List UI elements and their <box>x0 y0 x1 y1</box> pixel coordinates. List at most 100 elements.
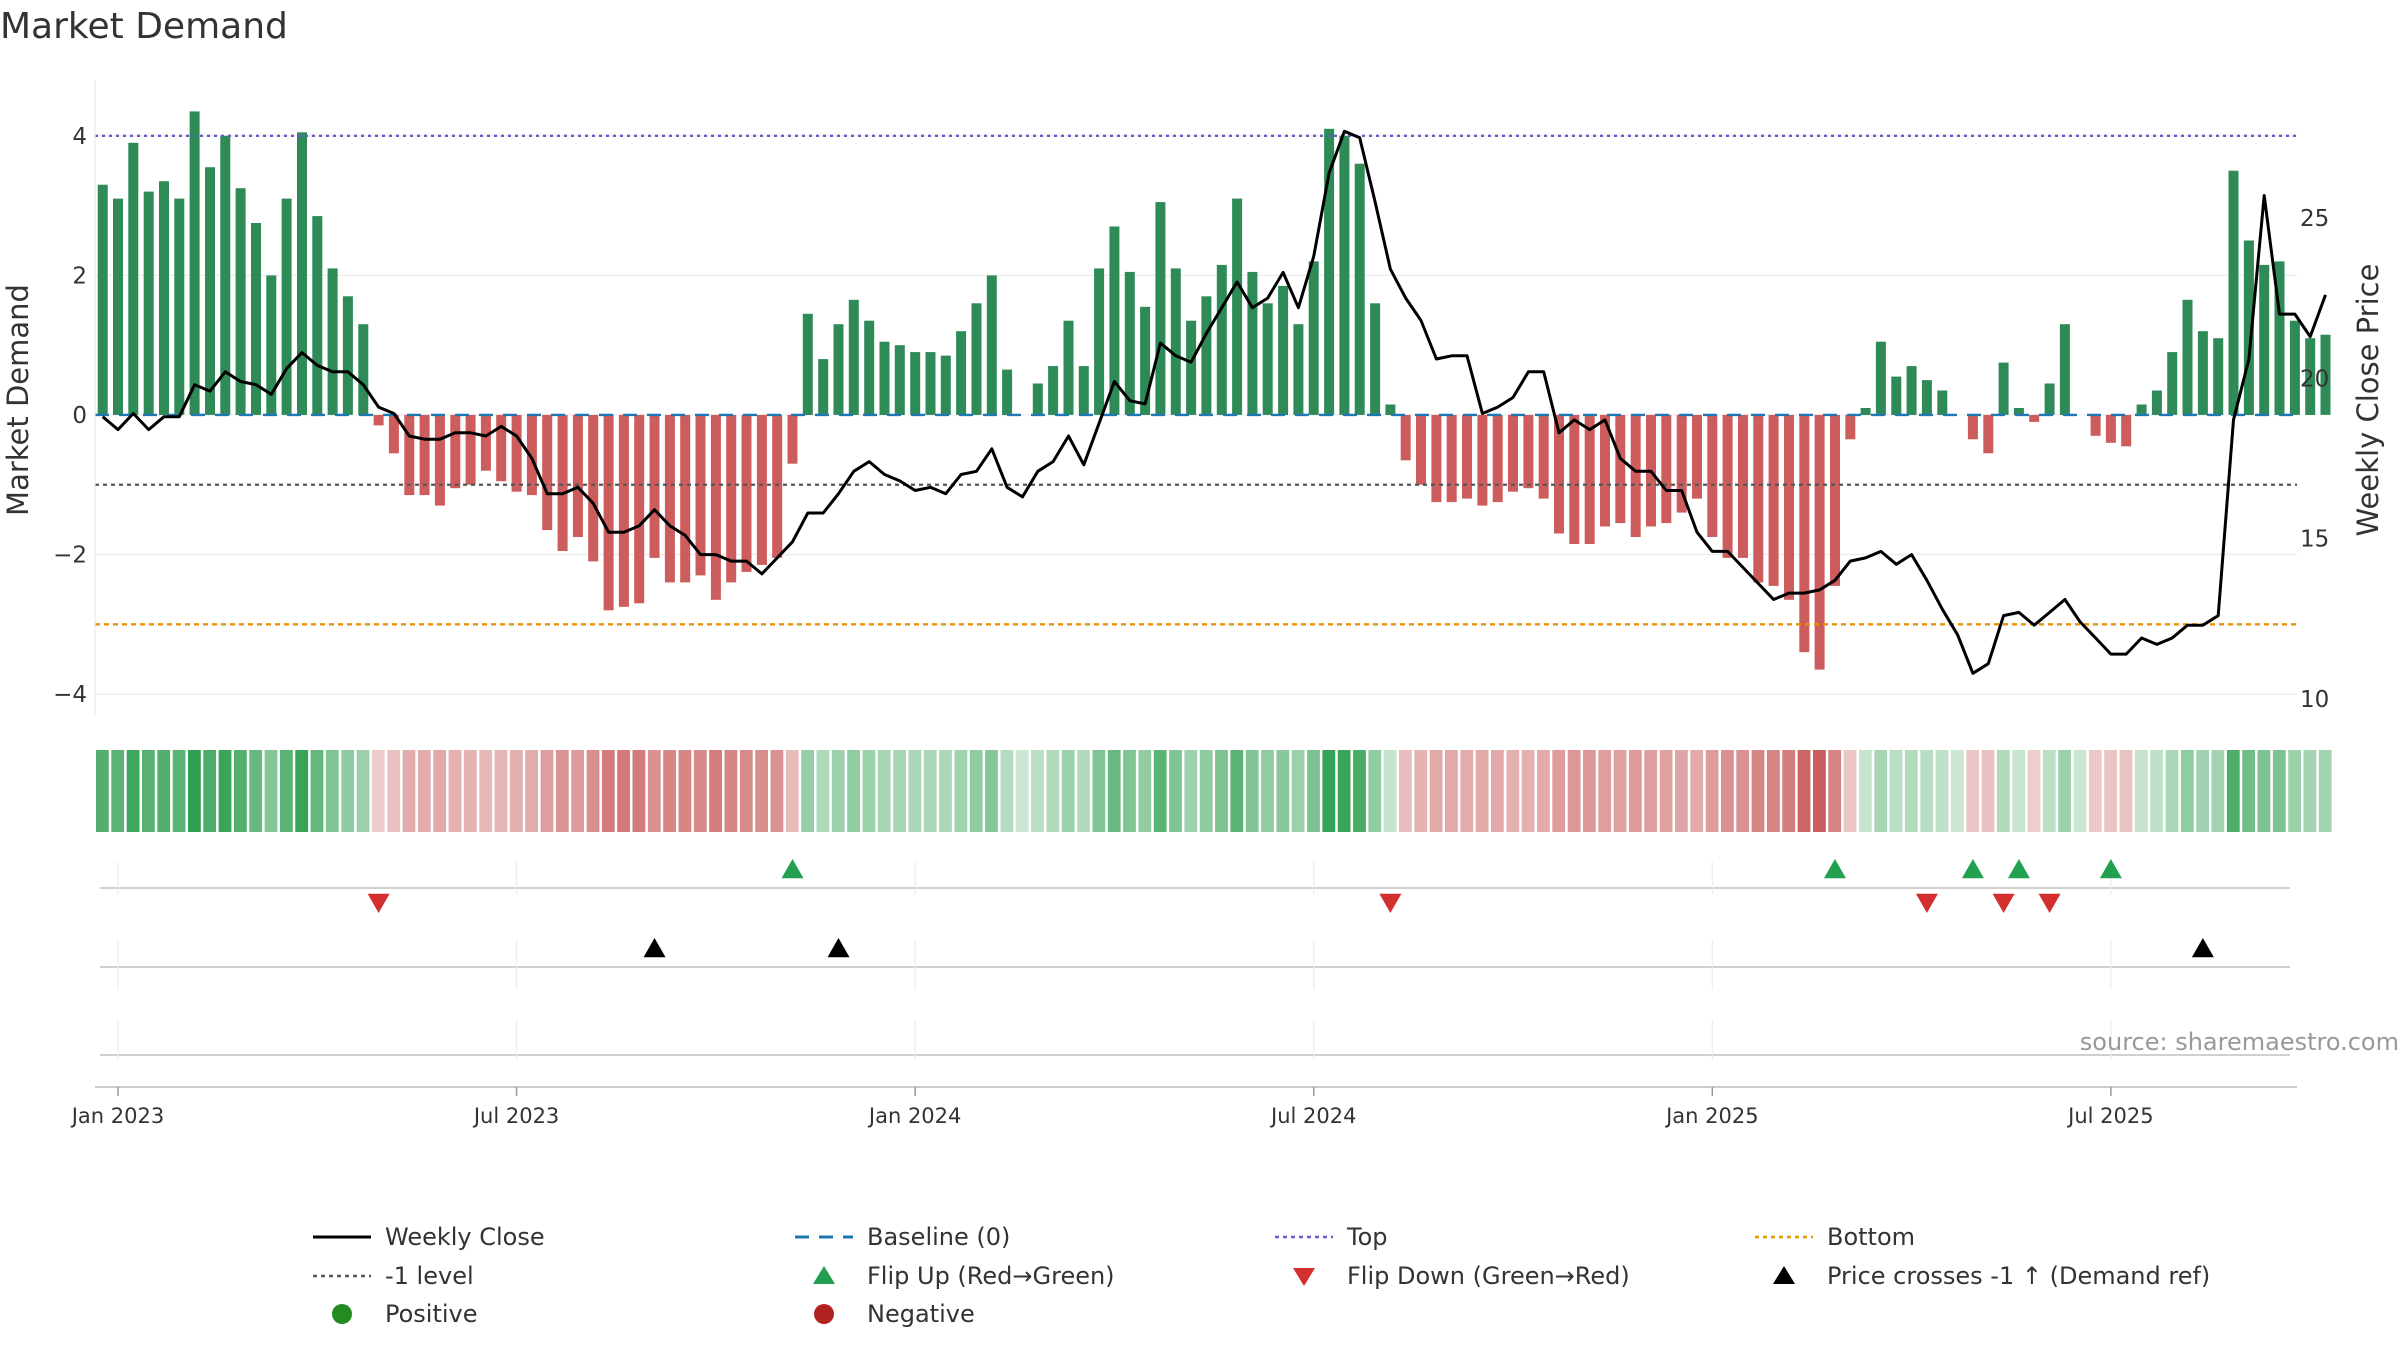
demand-strip-cell <box>709 750 722 832</box>
positive-demand-bar <box>2320 334 2331 415</box>
positive-demand-bar <box>1998 362 2009 415</box>
demand-strip-cell <box>1353 750 1366 832</box>
demand-strip-cell <box>1950 750 1964 832</box>
positive-demand-bar <box>2259 264 2270 415</box>
demand-strip-cell <box>1475 750 1489 832</box>
demand-strip-cell <box>218 750 232 832</box>
negative-demand-bar <box>388 414 399 454</box>
positive-demand-bar <box>1094 268 1105 415</box>
demand-strip-cell <box>1843 750 1857 832</box>
demand-strip-cell <box>1261 750 1274 832</box>
negative-demand-bar <box>634 414 645 604</box>
legend-swatch <box>332 1304 352 1324</box>
demand-strip-cell <box>1399 750 1412 832</box>
demand-strip-cell <box>1690 750 1704 832</box>
demand-strip-cell <box>1460 750 1474 832</box>
demand-strip-cell <box>2288 750 2301 832</box>
positive-demand-bar <box>910 352 921 415</box>
demand-strip-cell <box>1996 750 2010 832</box>
demand-strip-cell <box>1015 750 1029 832</box>
positive-demand-bar <box>1078 366 1089 415</box>
negative-demand-bar <box>2029 414 2040 422</box>
positive-demand-bar <box>1324 128 1335 415</box>
flip-up-marker <box>2007 859 2030 879</box>
negative-demand-bar <box>1569 414 1580 544</box>
demand-strip-cell <box>341 750 355 832</box>
negative-demand-bar <box>1600 414 1610 527</box>
demand-strip-cell <box>310 750 324 832</box>
demand-strip-cell <box>2134 750 2148 832</box>
demand-strip-cell <box>96 750 109 832</box>
demand-strip-cell <box>632 750 646 832</box>
negative-demand-bar <box>1554 414 1564 534</box>
negative-demand-bar <box>2105 414 2116 443</box>
demand-strip-cell <box>663 750 676 832</box>
demand-strip-cell <box>387 750 401 832</box>
demand-strip-cell <box>1123 750 1136 832</box>
positive-demand-bar <box>2197 331 2208 415</box>
negative-demand-bar <box>1615 414 1626 524</box>
flip-up-marker <box>1823 859 1846 879</box>
demand-strip-cell <box>617 750 630 832</box>
positive-demand-bar <box>971 303 982 415</box>
negative-demand-bar <box>772 414 783 558</box>
positive-demand-bar <box>97 184 108 415</box>
demand-strip-cell <box>908 750 922 832</box>
demand-strip-cell <box>1583 750 1596 832</box>
demand-strip-cell <box>1767 750 1780 832</box>
positive-demand-bar <box>2213 338 2224 415</box>
positive-demand-bar <box>1293 324 1304 415</box>
demand-strip-cell <box>2012 750 2026 832</box>
demand-strip-cell <box>1230 750 1244 832</box>
x-tick-label: Jan 2024 <box>867 1104 962 1128</box>
source-note: source: sharemaestro.com <box>2080 1028 2399 1056</box>
legend-item: Positive <box>332 1300 478 1328</box>
demand-strip-cell <box>1797 750 1811 832</box>
demand-strip-cell <box>1429 750 1443 832</box>
demand-strip-cell <box>571 750 584 832</box>
flip-down-marker <box>2038 893 2061 913</box>
demand-strip-cell <box>923 750 937 832</box>
flip-up-marker <box>2099 859 2122 879</box>
demand-strip-cell <box>831 750 845 832</box>
demand-strip-cell <box>1000 750 1014 832</box>
legend-label: Flip Up (Red→Green) <box>867 1262 1115 1290</box>
positive-demand-bar <box>1354 163 1365 415</box>
negative-demand-bar <box>1799 414 1810 653</box>
demand-strip-cell <box>1874 750 1888 832</box>
positive-demand-bar <box>986 275 997 415</box>
flip-down-marker <box>1379 893 1402 913</box>
positive-demand-bar <box>143 191 154 415</box>
negative-demand-bar <box>695 414 706 576</box>
price-cross-marker <box>643 938 666 958</box>
demand-strip-cell <box>203 750 217 832</box>
demand-strip-cell <box>2272 750 2286 832</box>
negative-demand-bar <box>603 414 614 611</box>
y-tick-label: 4 <box>72 124 87 150</box>
demand-strip-cell <box>678 750 692 832</box>
demand-strip-cell <box>847 750 860 832</box>
negative-demand-bar <box>496 414 507 482</box>
demand-strip-cell <box>525 750 538 832</box>
demand-strip-cell <box>264 750 278 832</box>
positive-demand-bar <box>2182 299 2193 415</box>
positive-demand-bar <box>2059 324 2070 415</box>
demand-strip-cell <box>1981 750 1995 832</box>
demand-strip-cell <box>2150 750 2163 832</box>
demand-strip-cell <box>234 750 247 832</box>
negative-demand-bar <box>741 414 752 572</box>
demand-strip-cell <box>2180 750 2194 832</box>
demand-strip-cell <box>1383 750 1397 832</box>
positive-demand-bar <box>2274 261 2285 415</box>
legend-label: Negative <box>867 1300 975 1328</box>
demand-strip-cell <box>111 750 125 832</box>
negative-demand-bar <box>726 414 737 583</box>
positive-demand-bar <box>1002 369 1013 415</box>
demand-strip-cell <box>448 750 462 832</box>
demand-strip-cell <box>939 750 952 832</box>
demand-strip-cell <box>1061 750 1075 832</box>
positive-demand-bar <box>1048 366 1059 415</box>
demand-strip-cell <box>417 750 431 832</box>
demand-strip-cell <box>693 750 707 832</box>
